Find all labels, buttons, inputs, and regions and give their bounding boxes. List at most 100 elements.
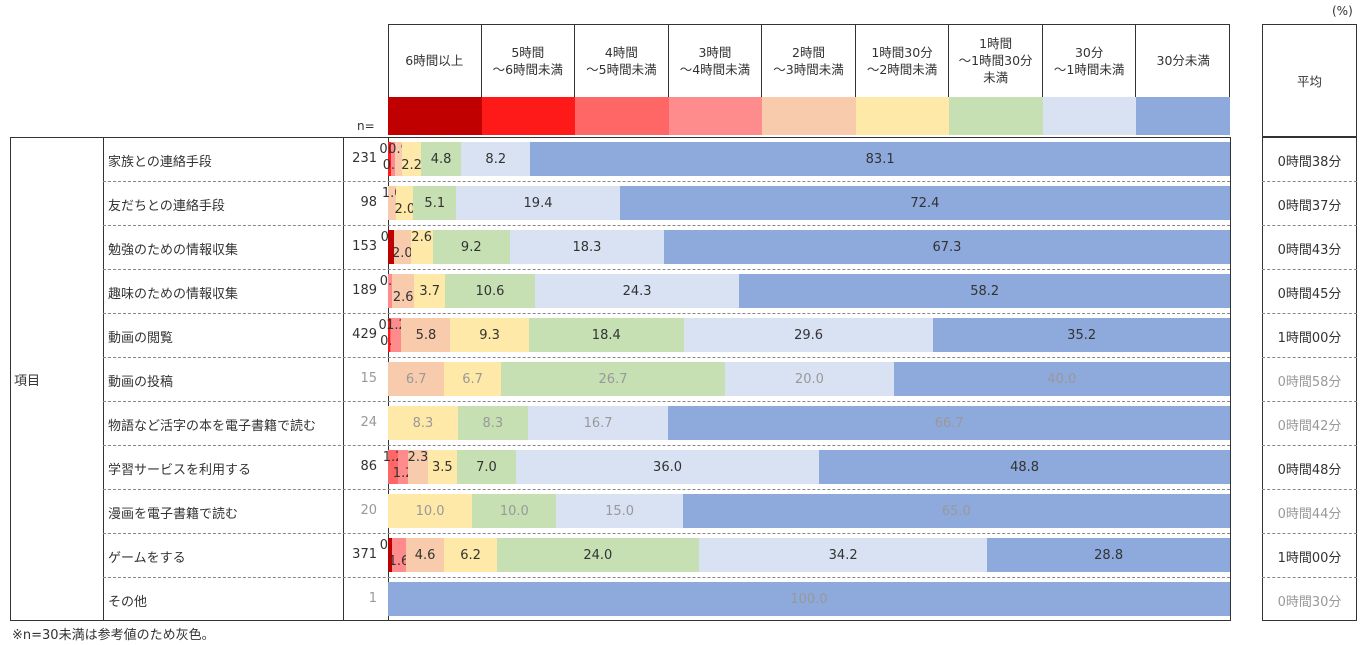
chart-table — [10, 137, 1231, 621]
data-label: 24.3 — [622, 284, 652, 299]
legend-label: 30分未満 — [1156, 53, 1210, 68]
row-divider — [1262, 445, 1357, 446]
data-label: 6.2 — [460, 548, 481, 563]
data-label: 36.0 — [653, 460, 683, 475]
bar-segment — [392, 274, 415, 308]
row-divider — [1262, 313, 1357, 314]
legend-swatch — [1042, 97, 1137, 135]
data-label: 24.0 — [583, 548, 613, 563]
bar-segment — [420, 142, 462, 176]
row-divider — [103, 181, 1230, 182]
data-label: 10.0 — [415, 504, 445, 519]
bar-segment — [496, 538, 699, 572]
data-label: 65.0 — [941, 504, 971, 519]
row-divider — [1262, 401, 1357, 402]
row-n: 24 — [360, 415, 377, 430]
row-n: 1 — [368, 591, 377, 606]
data-label: 9.2 — [460, 240, 482, 255]
data-label: 48.8 — [1010, 460, 1040, 475]
bar-segment — [528, 318, 684, 352]
bar-segment — [893, 362, 1230, 396]
row-average: 0時間43分 — [1277, 243, 1342, 258]
data-label: 40.0 — [1047, 372, 1077, 387]
row-divider — [1262, 489, 1357, 490]
row-n: 189 — [352, 283, 377, 298]
row-label: 家族との連絡手段 — [108, 155, 212, 170]
legend-swatch — [668, 97, 763, 135]
row-divider — [1262, 269, 1357, 270]
row-n: 98 — [360, 195, 377, 210]
bar-segment — [398, 450, 409, 484]
data-label: 6.7 — [462, 372, 483, 387]
bar-segment — [427, 450, 458, 484]
bar-segment — [388, 406, 458, 440]
bar-segment — [556, 494, 683, 528]
bar-segment — [388, 538, 393, 572]
row-label: 動画の投稿 — [108, 375, 174, 390]
footnote: ※n=30未満は参考値のため灰色。 — [12, 628, 215, 643]
legend-swatch — [481, 97, 576, 135]
row-n: 20 — [360, 503, 377, 518]
data-label: 5.8 — [415, 328, 437, 343]
row-average: 0時間42分 — [1277, 419, 1342, 434]
row-divider — [103, 269, 1230, 270]
bar-segment — [388, 318, 390, 352]
bar-segment — [530, 142, 1230, 176]
row-average: 0時間45分 — [1277, 287, 1342, 302]
data-label: 6.7 — [405, 372, 427, 387]
bar-segment — [619, 186, 1230, 220]
column-divider — [103, 137, 104, 621]
row-label: 漫画を電子書籍で読む — [108, 507, 239, 522]
bar-segment — [456, 186, 620, 220]
data-label: 2.3 — [407, 450, 429, 465]
row-divider — [1262, 533, 1357, 534]
data-label: 10.6 — [475, 284, 505, 299]
row-label: 友だちとの連絡手段 — [108, 199, 225, 214]
legend-label: 2時間 ～3時間未満 — [762, 24, 856, 97]
data-label: 8.3 — [412, 416, 434, 431]
bar-segment — [527, 406, 669, 440]
legend-swatch — [762, 97, 856, 135]
bar-segment — [457, 406, 528, 440]
bar-segment — [405, 538, 445, 572]
data-label: 100.0 — [790, 592, 828, 607]
bar-segment — [401, 318, 451, 352]
data-label: 34.2 — [828, 548, 858, 563]
data-label: 2.6 — [411, 230, 432, 245]
data-label: 18.4 — [591, 328, 621, 343]
row-divider — [103, 225, 1230, 226]
bar-segment — [663, 230, 1230, 264]
row-average: 0時間30分 — [1277, 595, 1342, 610]
row-divider — [103, 577, 1230, 578]
data-label: 15.0 — [605, 504, 635, 519]
data-label: 7.0 — [476, 460, 497, 475]
data-label: 2.0 — [394, 202, 416, 217]
row-n: 153 — [352, 239, 377, 254]
bar-segment — [444, 362, 501, 396]
legend-swatch — [949, 97, 1043, 135]
bar-segment — [683, 318, 934, 352]
row-average: 0時間44分 — [1277, 507, 1342, 522]
data-label: 10.0 — [499, 504, 529, 519]
bar-segment — [472, 494, 557, 528]
bar-segment — [515, 450, 820, 484]
row-divider — [1262, 181, 1357, 182]
data-label: 3.5 — [431, 460, 453, 475]
data-label: 4.6 — [414, 548, 436, 563]
bar-segment — [388, 230, 394, 264]
row-divider — [1262, 577, 1357, 578]
data-label: 29.6 — [794, 328, 824, 343]
legend-label: 30分 ～1時間未満 — [1043, 24, 1137, 97]
bar-segment — [388, 494, 473, 528]
bar-segment — [450, 318, 529, 352]
bar-segment — [461, 142, 531, 176]
legend-swatch — [388, 97, 482, 135]
legend-swatch — [855, 97, 950, 135]
bar-segment — [388, 582, 1230, 616]
row-divider — [1262, 357, 1357, 358]
row-label: 動画の閲覧 — [108, 331, 174, 346]
data-label: 2.0 — [391, 246, 413, 261]
data-label: 1.6 — [388, 554, 410, 569]
row-n: 429 — [352, 327, 377, 342]
bar-segment — [432, 230, 510, 264]
